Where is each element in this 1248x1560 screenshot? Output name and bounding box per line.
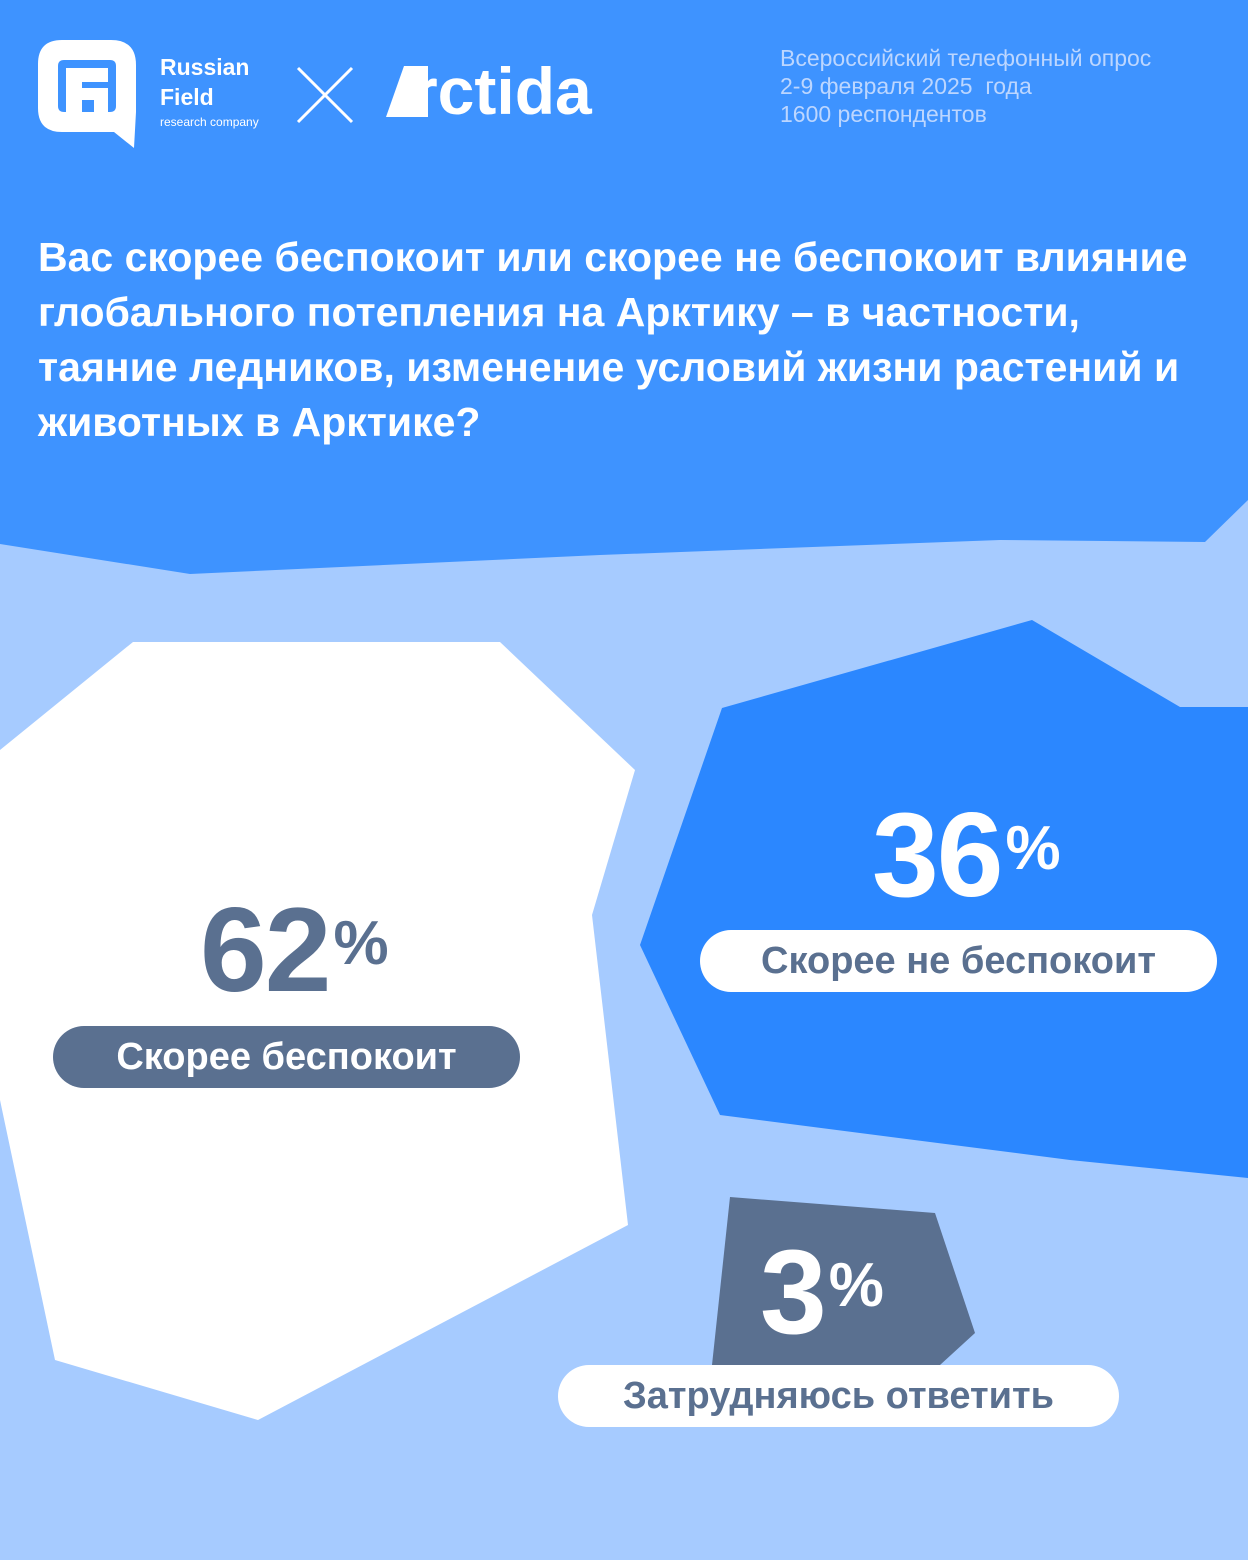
pct-sign-worried: % <box>333 909 388 978</box>
cross-icon <box>296 66 354 124</box>
rf-logo-icon <box>38 40 136 148</box>
category-label-hard-to-say: Затрудняюсь ответить <box>558 1365 1119 1427</box>
arctida-a-icon <box>386 66 428 117</box>
survey-question: Вас скорее беспокоит или скорее не беспо… <box>38 234 1188 445</box>
rf-logo-line1: Russian <box>160 54 250 80</box>
category-label-not-worried: Скорее не беспокоит <box>700 930 1217 992</box>
value-number-not-worried: 36 <box>872 788 1003 922</box>
pct-sign-hard-to-say: % <box>828 1251 884 1320</box>
card-not-worried <box>640 620 1248 1178</box>
category-label-worried: Скорее беспокоит <box>53 1026 520 1088</box>
value-label-worried: 62% <box>200 890 389 1010</box>
value-number-hard-to-say: 3 <box>760 1225 827 1359</box>
survey-info: Всероссийский телефонный опрос 2-9 февра… <box>780 45 1152 127</box>
rf-logo-text: Russian Field research company <box>160 52 259 130</box>
rf-logo-sub: research company <box>160 115 259 129</box>
arctida-logo-text: rctida <box>412 54 592 128</box>
rf-logo-line2: Field <box>160 84 214 110</box>
value-number-worried: 62 <box>200 883 331 1017</box>
card-hard-to-say <box>712 1197 975 1365</box>
value-label-hard-to-say: 3% <box>760 1232 884 1352</box>
value-label-not-worried: 36% <box>872 795 1061 915</box>
header-band <box>0 0 1248 574</box>
pct-sign-not-worried: % <box>1005 814 1060 883</box>
